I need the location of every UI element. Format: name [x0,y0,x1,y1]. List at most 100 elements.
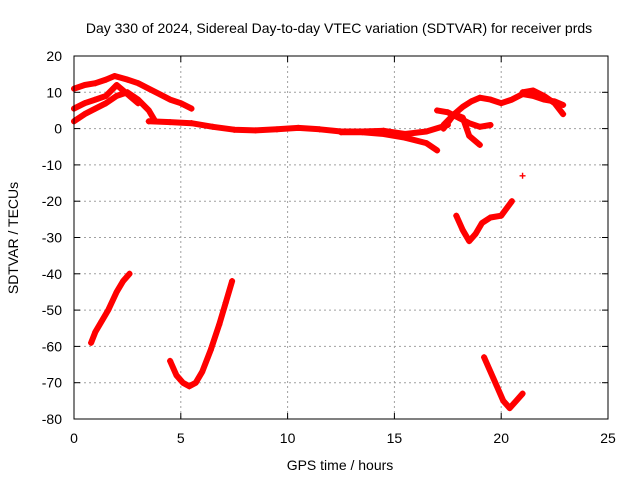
data-point [88,339,95,346]
y-tick-label: -30 [42,230,62,246]
data-point [481,354,488,361]
x-tick-label: 15 [387,430,403,446]
series-near-zero-band [145,118,451,138]
data-point [167,357,174,364]
data-point [145,107,152,114]
data-point [103,92,110,99]
data-point [423,140,430,147]
data-point [478,219,485,226]
data-point [98,317,105,324]
data-point [402,134,409,141]
data-point [466,132,473,139]
data-point [188,120,195,127]
series-late-arc-1 [440,91,567,128]
data-point [124,76,131,83]
data-point [145,85,152,92]
data-point [508,198,515,205]
data-point [560,111,567,118]
data-point [103,100,110,107]
data-point [103,76,110,83]
data-point [252,127,259,134]
data-point [145,118,152,125]
y-tick-label: -50 [42,302,62,318]
data-point [186,383,193,390]
series-low-arc-4 [481,354,526,412]
series-late-arc-3 [440,111,483,148]
grid [74,56,608,419]
y-tick-label: -80 [42,411,62,427]
series-trace [440,111,483,148]
data-point [179,379,186,386]
data-point [173,372,180,379]
data-point [423,128,430,135]
y-tick-label: 0 [54,121,62,137]
series-trace [453,198,515,245]
series-low-arc-1 [88,270,133,346]
data-point [472,230,479,237]
data-point [508,96,515,103]
data-point [487,214,494,221]
data-point [493,383,500,390]
y-tick-label: -40 [42,266,62,282]
y-tick-label: -20 [42,193,62,209]
series-layer [71,72,567,412]
data-point [459,227,466,234]
data-point [560,102,567,109]
data-point [459,103,466,110]
data-point [124,89,131,96]
data-point [476,94,483,101]
series-low-arc-2 [167,278,236,390]
data-point [551,100,558,107]
data-point [476,123,483,130]
series-upper-arc-3 [71,89,159,125]
x-tick-label: 5 [177,430,185,446]
data-point [92,328,99,335]
data-point [468,98,475,105]
series-late-arc-4 [519,87,567,118]
data-point [487,121,494,128]
data-point [295,124,302,131]
data-point [380,131,387,138]
data-point [466,238,473,245]
data-point [92,105,99,112]
y-tick-label: -10 [42,157,62,173]
data-point [113,288,120,295]
data-point [135,80,142,87]
series-trace [71,89,159,125]
data-point [113,92,120,99]
data-point [487,368,494,375]
data-point [167,119,174,126]
data-point [519,89,526,96]
data-point [273,126,280,133]
data-point [192,379,199,386]
data-point [434,107,441,114]
series-trace [338,129,441,154]
data-point [167,96,174,103]
data-point [530,92,537,99]
y-tick-label: -60 [42,338,62,354]
data-point [359,129,366,136]
data-point [92,96,99,103]
series-low-arc-3 [453,198,515,245]
data-point [105,307,112,314]
data-point [498,100,505,107]
data-point [540,92,547,99]
data-point [188,105,195,112]
data-point [453,212,460,219]
x-tick-label: 20 [493,430,509,446]
data-point [519,390,526,397]
data-point [81,100,88,107]
y-tick-label: 10 [46,84,62,100]
data-point [216,321,223,328]
data-point [231,126,238,133]
y-tick-label: -70 [42,375,62,391]
data-point [120,278,127,285]
data-point [451,111,458,118]
data-point [487,96,494,103]
data-point [530,87,537,94]
data-point [513,397,520,404]
data-point [316,126,323,133]
data-point [207,347,214,354]
data-point [444,109,451,116]
